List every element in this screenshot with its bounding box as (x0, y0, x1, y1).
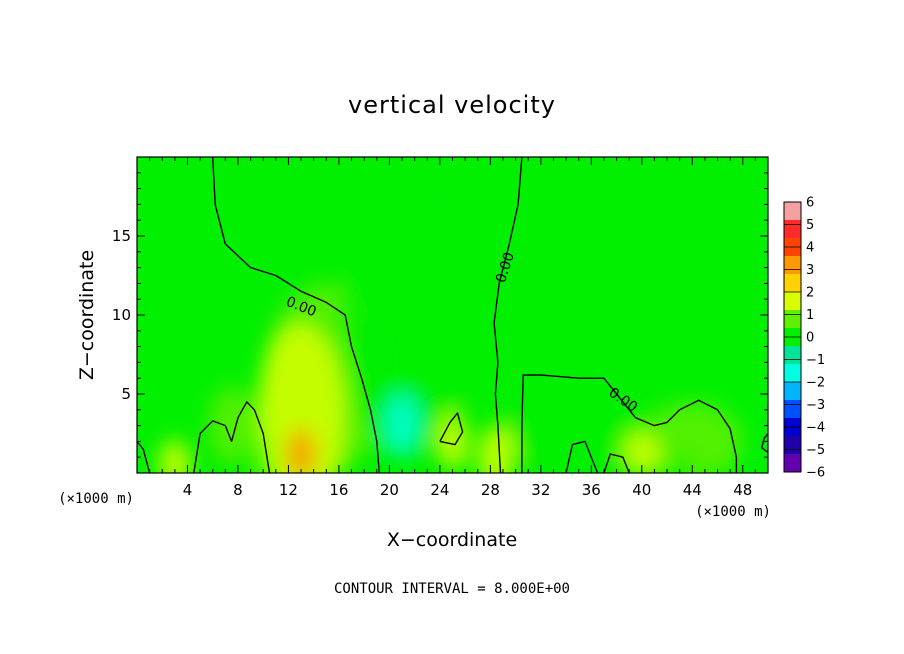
chart-title: vertical velocity (348, 91, 556, 119)
x-tick-label-9: 40 (632, 481, 651, 499)
field-feature-12 (477, 425, 516, 473)
colorbar-swatch-8 (784, 346, 801, 365)
colorbar-label-1: 5 (806, 218, 814, 233)
colorbar-swatch-3 (784, 256, 801, 275)
colorbar-swatch-5 (784, 292, 801, 311)
field-feature-13 (285, 428, 317, 473)
x-tick-label-4: 20 (380, 481, 399, 499)
contour-line-0 (212, 157, 380, 473)
colorbar-swatch-6 (784, 310, 801, 329)
colorbar-swatch-1 (784, 220, 801, 239)
plot-area: 0.000.000.00 (136, 156, 769, 474)
colorbar-label-4: 2 (806, 286, 814, 301)
y-tick-label-2: 15 (112, 227, 131, 245)
x-tick-label-6: 28 (481, 481, 500, 499)
x-tick-label-3: 16 (329, 481, 348, 499)
x-axis-label: X−coordinate (387, 529, 517, 551)
x-tick-label-1: 8 (233, 481, 243, 499)
x-tick-label-11: 48 (733, 481, 752, 499)
x-unit-left: (×1000 m) (58, 491, 134, 507)
x-tick-label-7: 32 (531, 481, 550, 499)
x-tick-label-2: 12 (279, 481, 298, 499)
colorbar-label-7: −1 (806, 353, 825, 368)
contour-line-3 (137, 440, 151, 473)
field-feature-9 (667, 454, 693, 473)
contour-interval-footer: CONTOUR INTERVAL = 8.000E+00 (334, 581, 570, 597)
colorbar-swatch-11 (784, 400, 801, 419)
field-feature-6 (622, 430, 661, 473)
colorbar-swatch-13 (784, 436, 801, 455)
colorbar-label-2: 4 (806, 241, 814, 256)
colorbar-label-0: 6 (806, 196, 814, 211)
colorbar-label-11: −5 (806, 443, 825, 458)
colorbar-swatch-10 (784, 382, 801, 401)
colorbar: 6 5 4 3 2 1 0 −1 −2 −3 −4 −5 −6 (783, 196, 825, 481)
field-feature-2 (208, 386, 255, 466)
colorbar-label-9: −3 (806, 398, 825, 413)
colorbar-swatch-0 (784, 202, 801, 221)
colorbar-label-3: 3 (806, 263, 814, 278)
colorbar-label-12: −6 (806, 466, 825, 481)
contour-line-6 (565, 440, 599, 473)
colorbar-label-8: −2 (806, 376, 825, 391)
field-feature-14 (384, 394, 420, 458)
contour-line-5 (439, 412, 464, 446)
x-tick-label-8: 36 (582, 481, 601, 499)
y-tick-label-0: 5 (121, 385, 131, 403)
contour-line-1 (493, 157, 523, 473)
colorbar-swatch-9 (784, 364, 801, 383)
x-tick-label-10: 44 (683, 481, 702, 499)
x-tick-label-5: 24 (430, 481, 449, 499)
y-axis-label: Z−coordinate (76, 250, 98, 380)
field-feature-7 (256, 322, 346, 473)
contour-line-7 (603, 453, 630, 473)
field-feature-10 (225, 454, 251, 473)
x-tick-label-0: 4 (183, 481, 193, 499)
colorbar-label-10: −4 (806, 421, 825, 436)
field-feature-4 (502, 378, 655, 473)
colorbar-label-5: 1 (806, 308, 814, 323)
colorbar-label-6: 0 (806, 331, 814, 346)
contour-line-4 (193, 401, 271, 473)
y-axis: 5 10 15 (112, 172, 768, 458)
field-feature-1 (641, 401, 743, 473)
field-feature-8 (158, 439, 192, 473)
colorbar-swatch-14 (784, 454, 801, 473)
field-feature-11 (351, 299, 453, 458)
y-tick-label-1: 10 (112, 306, 131, 324)
x-unit-right: (×1000 m) (695, 504, 771, 520)
contour-line-8 (761, 433, 768, 454)
colorbar-swatch-4 (784, 274, 801, 293)
contour-line-2 (521, 374, 738, 473)
x-axis: 4 8 12 16 20 24 28 32 36 40 44 48 (149, 157, 756, 499)
